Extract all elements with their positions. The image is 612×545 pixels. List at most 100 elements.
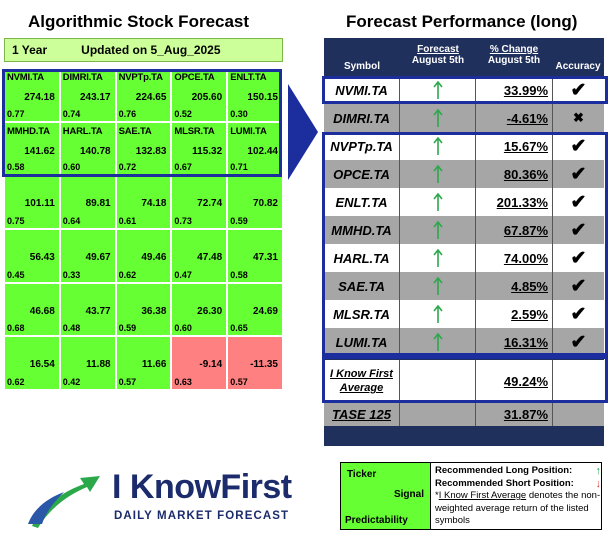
row-change: 15.67% [476, 132, 553, 160]
grid-cell-predictability: 0.59 [230, 216, 248, 226]
table-row: SAE.TA 4.85% ✔ [324, 272, 604, 300]
grid-cell-predictability: 0.60 [62, 162, 81, 173]
legend-short-label: Recommended Short Position: [435, 477, 574, 489]
legend: Ticker Signal Predictability Recommended… [340, 462, 602, 530]
grid-cell-signal: 150.15 [247, 92, 278, 103]
check-icon: ✔ [570, 135, 587, 157]
table-row: NVPTp.TA 15.67% ✔ [324, 132, 604, 160]
row-forecast [400, 104, 476, 132]
row-change: 80.36% [476, 160, 553, 188]
table-row: HARL.TA 74.00% ✔ [324, 244, 604, 272]
grid-cell-predictability: 0.57 [118, 377, 137, 387]
row-forecast [400, 300, 476, 328]
highlight-box-top [322, 76, 608, 104]
grid-cell-signal: 101.11 [24, 198, 55, 210]
left-title: Algorithmic Stock Forecast [28, 12, 250, 31]
arrow-up-icon [432, 136, 443, 155]
grid-cell-ticker: MLSR.TA [174, 125, 215, 137]
grid-cell-signal: 46.68 [29, 305, 55, 317]
grid-cell-signal: 16.54 [29, 359, 55, 371]
grid-cell: MLSR.TA 115.32 0.67 [171, 121, 228, 176]
arrow-up-icon [432, 304, 443, 323]
check-icon: ✔ [570, 275, 587, 297]
grid-cell-signal: 49.67 [85, 252, 111, 263]
row-symbol: NVPTp.TA [324, 132, 400, 160]
grid-cell: 26.30 0.60 [171, 282, 228, 337]
table-row: OPCE.TA 80.36% ✔ [324, 160, 604, 188]
legend-short: Recommended Short Position: ↓ [435, 478, 601, 491]
table-row: MLSR.TA 2.59% ✔ [324, 300, 604, 328]
average-label: I Know First Average [324, 360, 400, 402]
logo-tagline: DAILY MARKET FORECAST [114, 510, 290, 522]
grid-cell-signal: 47.48 [197, 252, 223, 263]
grid-cell: ENLT.TA 150.15 0.30 [227, 68, 283, 122]
average-change: 49.24% [476, 360, 553, 402]
company-logo: I KnowFirst DAILY MARKET FORECAST [24, 462, 292, 532]
grid-cell-predictability: 0.67 [174, 162, 192, 173]
legend-average-link[interactable]: I Know First Average [438, 490, 527, 501]
row-symbol: DIMRI.TA [324, 104, 400, 132]
row-symbol: LUMI.TA [324, 328, 400, 356]
grid-cell-predictability: 0.48 [62, 323, 81, 334]
row-symbol: MLSR.TA [324, 300, 400, 328]
grid-cell-predictability: 0.47 [174, 269, 192, 280]
grid-cell: 24.69 0.65 [227, 282, 283, 337]
grid-cell-predictability: 0.74 [62, 108, 81, 119]
row-symbol: NVMI.TA [324, 76, 400, 104]
grid-cell-signal: 36.38 [141, 305, 167, 317]
grid-cell-predictability: 0.62 [7, 377, 25, 387]
grid-cell-signal: 24.69 [252, 305, 278, 317]
grid-cell-predictability: 0.73 [174, 216, 192, 226]
arrow-up-icon [432, 332, 443, 351]
arrow-up-icon [432, 220, 443, 239]
grid-cell: 56.43 0.45 [4, 229, 60, 283]
legend-long: Recommended Long Position: ↑ [435, 465, 601, 478]
grid-cell: -11.35 0.57 [227, 336, 283, 390]
grid-cell-predictability: 0.62 [118, 269, 137, 280]
row-symbol: HARL.TA [324, 244, 400, 272]
arrow-up-icon [432, 164, 443, 183]
highlight-box-average [322, 356, 608, 403]
grid-cell-ticker: MMHD.TA [7, 125, 50, 137]
grid-cell-signal: -11.35 [250, 359, 278, 371]
updated-date: Updated on 5_Aug_2025 [81, 43, 221, 57]
grid-cell-signal: 132.83 [135, 145, 167, 157]
right-title: Forecast Performance (long) [346, 12, 578, 31]
grid-cell: 70.82 0.59 [227, 175, 283, 229]
cross-icon: ✖ [573, 110, 584, 125]
average-label-line2: Average [339, 382, 384, 394]
row-change: 33.99% [476, 76, 553, 104]
benchmark-label: TASE 125 [324, 402, 400, 426]
grid-cell: SAE.TA 132.83 0.72 [115, 121, 172, 176]
row-symbol: SAE.TA [324, 272, 400, 300]
forecast-grid: NVMI.TA 274.18 0.77 DIMRI.TA 243.17 0.74 NVPTp… [4, 68, 283, 390]
grid-cell-predictability: 0.77 [7, 108, 25, 119]
grid-cell: 49.67 0.33 [59, 229, 116, 283]
arrow-up-icon: ↑ [595, 465, 602, 477]
grid-cell: 47.31 0.58 [227, 229, 283, 283]
legend-average-note: *I Know First Average denotes the non-we… [435, 490, 601, 528]
average-label-line1: I Know First [330, 368, 393, 380]
logo-name: I KnowFirst [112, 468, 292, 506]
grid-cell-ticker: SAE.TA [118, 125, 152, 137]
legend-average-desc: denotes the non-weighted average return … [435, 490, 601, 526]
header-change-date: August 5th [487, 55, 541, 66]
grid-cell-predictability: 0.71 [230, 162, 248, 173]
grid-cell-signal: 274.18 [24, 92, 55, 103]
grid-cell: 47.48 0.47 [171, 229, 228, 283]
benchmark-row: TASE 125 31.87% [324, 402, 604, 426]
check-icon: ✔ [570, 219, 587, 241]
grid-cell-signal: 49.46 [141, 252, 167, 263]
header-accuracy: Accuracy [555, 61, 601, 72]
row-forecast [400, 244, 476, 272]
grid-cell-predictability: 0.76 [118, 108, 137, 119]
grid-cell-ticker: NVPTp.TA [118, 72, 163, 83]
grid-cell: OPCE.TA 205.60 0.52 [171, 68, 228, 122]
grid-cell-signal: 205.60 [191, 92, 223, 103]
grid-cell-ticker: HARL.TA [62, 125, 103, 137]
check-icon: ✔ [570, 247, 587, 269]
grid-cell-predictability: 0.72 [118, 162, 137, 173]
arrow-right-icon [288, 84, 318, 180]
grid-cell: 101.11 0.75 [4, 175, 60, 229]
average-row: I Know First Average 49.24% [324, 360, 604, 402]
